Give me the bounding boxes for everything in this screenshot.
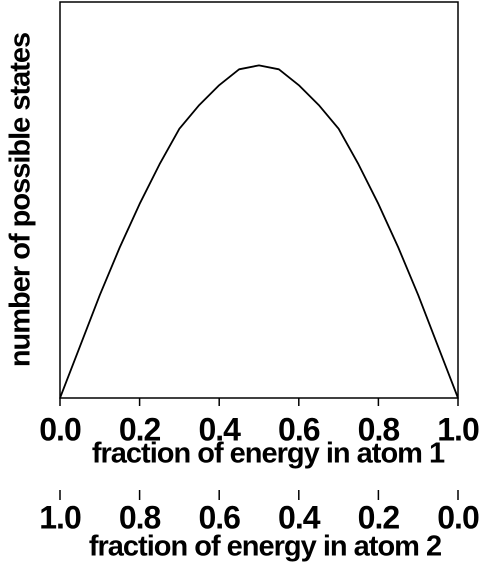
- x2-tick-label: 1.0: [39, 499, 81, 535]
- x2-tick-label: 0.8: [119, 499, 161, 535]
- x-tick-label: 0.8: [358, 411, 400, 447]
- curve: [59, 64, 459, 399]
- x-tick-label: 0.2: [119, 411, 161, 447]
- y-axis-label: number of possible states: [5, 33, 37, 367]
- x-tick-label: 0.0: [39, 411, 81, 447]
- x-tick-label: 0.4: [198, 411, 241, 447]
- x2-axis-label: fraction of energy in atom 2: [89, 531, 441, 563]
- x2-tick-label: 0.6: [198, 499, 240, 535]
- plot-frame: [59, 1, 459, 399]
- x-axis-label: fraction of energy in atom 1: [92, 438, 445, 470]
- x2-tick-label: 0.0: [437, 499, 479, 535]
- x2-tick-label: 0.4: [278, 499, 321, 535]
- x2-tick-label: 0.2: [358, 499, 400, 535]
- x-tick-label: 0.6: [278, 411, 320, 447]
- x-tick-label: 1.0: [437, 411, 479, 447]
